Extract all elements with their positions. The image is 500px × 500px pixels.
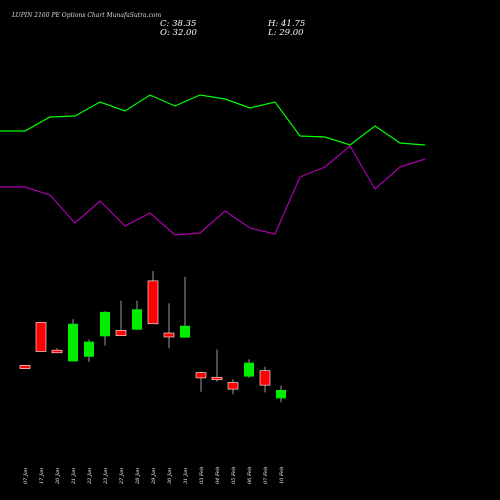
x-tick-label: 10 Feb: [279, 467, 285, 484]
candle-body: [51, 349, 63, 354]
candle-body: [19, 365, 31, 369]
x-tick-label: 27 Jan: [119, 468, 125, 485]
candle-body: [195, 372, 207, 379]
candle-body: [68, 323, 78, 362]
candle-body: [211, 376, 223, 381]
candle-body: [227, 382, 239, 390]
x-tick-label: 07 Jan: [23, 468, 29, 484]
candle-body: [276, 389, 286, 399]
x-tick-label: 03 Feb: [199, 467, 205, 484]
candle-body: [244, 362, 254, 377]
candle-body: [163, 332, 175, 338]
candle-body: [132, 309, 142, 330]
candle-body: [259, 370, 271, 386]
candle-body: [147, 280, 159, 325]
x-tick-label: 20 Jan: [55, 468, 61, 485]
open-value: O: 32.00: [160, 28, 197, 38]
x-tick-label: 30 Jan: [167, 468, 173, 484]
high-value: H: 41.75: [268, 19, 306, 29]
x-tick-label: 04 Feb: [215, 467, 221, 484]
x-tick-label: 31 Jan: [183, 468, 189, 484]
low-value: L: 29.00: [268, 28, 304, 38]
x-tick-label: 05 Feb: [231, 467, 237, 484]
x-tick-label: 28 Jan: [135, 468, 141, 485]
x-tick-label: 22 Jan: [87, 468, 93, 485]
candle-body: [35, 322, 47, 352]
lower-indicator-line: [0, 145, 426, 236]
candle-body: [100, 311, 110, 337]
chart-title: LUPIN 2160 PE Options Chart MunafaSutra.…: [12, 12, 162, 19]
upper-indicator-line: [0, 94, 426, 146]
x-tick-label: 07 Feb: [263, 467, 269, 484]
close-value: C: 38.35: [160, 19, 197, 29]
ohlc-readout: C: 38.35 H: 41.75 O: 32.00 L: 29.00: [160, 19, 305, 38]
candle-body: [115, 330, 127, 336]
x-tick-label: 21 Jan: [71, 468, 77, 485]
x-tick-label: 29 Jan: [151, 468, 157, 485]
x-tick-label: 23 Jan: [103, 468, 109, 485]
candle-body: [84, 341, 94, 357]
x-tick-label: 06 Feb: [247, 467, 253, 484]
candle-body: [180, 325, 190, 338]
x-tick-label: 17 Jan: [39, 468, 45, 484]
